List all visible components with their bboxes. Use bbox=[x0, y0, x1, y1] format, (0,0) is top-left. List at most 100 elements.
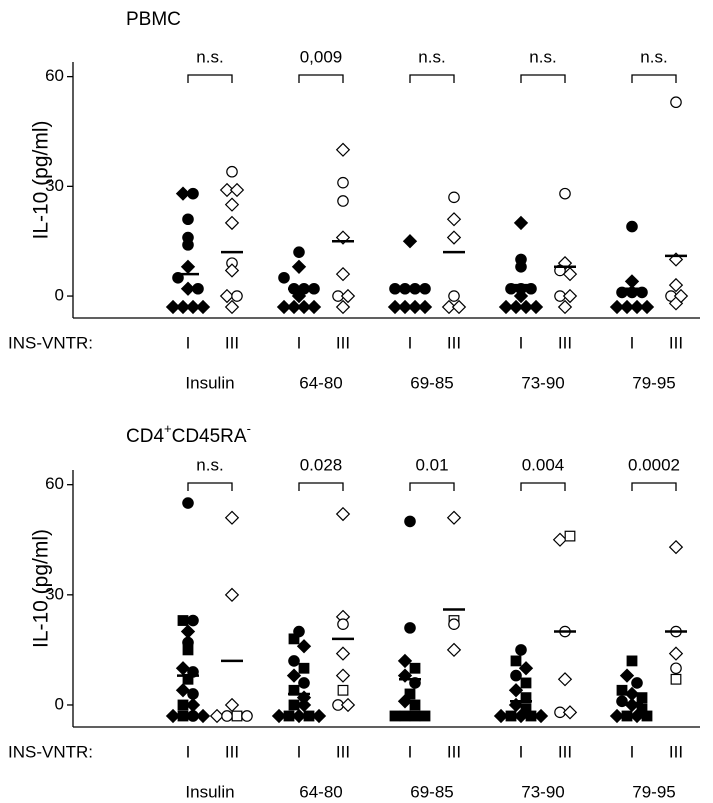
group-label: 69-85 bbox=[410, 373, 453, 392]
group-label: Insulin bbox=[185, 782, 234, 801]
column-label: I bbox=[408, 333, 413, 352]
column-label: I bbox=[519, 742, 524, 761]
column-label: III bbox=[447, 333, 461, 352]
y-tick-label: 0 bbox=[55, 694, 64, 713]
bracket bbox=[298, 482, 344, 491]
point bbox=[389, 282, 401, 295]
point bbox=[629, 299, 645, 315]
point bbox=[224, 215, 240, 231]
point bbox=[175, 186, 191, 201]
point bbox=[224, 510, 240, 525]
bracket bbox=[520, 74, 566, 83]
p-value: n.s. bbox=[196, 455, 223, 474]
column-label: I bbox=[519, 333, 524, 352]
point bbox=[224, 197, 240, 212]
point bbox=[311, 708, 327, 724]
point bbox=[446, 230, 462, 245]
point bbox=[182, 213, 194, 226]
point bbox=[670, 96, 682, 109]
point bbox=[562, 705, 578, 720]
point bbox=[288, 655, 300, 667]
point bbox=[177, 615, 189, 626]
point bbox=[513, 708, 529, 724]
p-value: 0.004 bbox=[522, 455, 565, 474]
y-tick-label: 60 bbox=[45, 66, 64, 85]
point bbox=[224, 697, 240, 713]
point bbox=[397, 299, 413, 315]
point bbox=[498, 299, 514, 315]
point bbox=[562, 266, 578, 282]
point bbox=[562, 288, 578, 304]
point bbox=[448, 290, 460, 302]
point bbox=[518, 299, 534, 315]
point bbox=[293, 246, 305, 258]
point bbox=[180, 624, 196, 639]
point bbox=[629, 708, 645, 724]
point bbox=[340, 288, 356, 304]
column-label: III bbox=[669, 333, 683, 352]
group-label: Insulin bbox=[185, 373, 234, 392]
point bbox=[286, 668, 302, 683]
point bbox=[404, 688, 416, 700]
point bbox=[510, 669, 522, 682]
point bbox=[175, 683, 191, 698]
point bbox=[231, 710, 243, 722]
point bbox=[619, 299, 635, 315]
point bbox=[335, 299, 351, 315]
point bbox=[404, 622, 416, 634]
point bbox=[564, 530, 576, 542]
p-value: 0.0002 bbox=[628, 455, 680, 474]
group-label: 79-95 bbox=[632, 782, 675, 801]
column-label: III bbox=[558, 742, 572, 761]
p-value: 0.01 bbox=[415, 455, 448, 474]
p-value: n.s. bbox=[196, 47, 223, 66]
bracket bbox=[520, 482, 566, 491]
point bbox=[278, 271, 290, 284]
column-label: III bbox=[558, 333, 572, 352]
point bbox=[446, 510, 462, 525]
point bbox=[641, 710, 653, 722]
point bbox=[226, 165, 238, 178]
point bbox=[670, 673, 682, 685]
bracket bbox=[631, 74, 677, 83]
point bbox=[407, 299, 423, 315]
point bbox=[493, 708, 509, 724]
point bbox=[335, 506, 351, 522]
point bbox=[271, 708, 287, 724]
column-label: III bbox=[225, 333, 239, 352]
point bbox=[409, 699, 421, 711]
p-value: 0,009 bbox=[300, 47, 343, 66]
column-label: III bbox=[447, 742, 461, 761]
point bbox=[231, 290, 243, 302]
point bbox=[185, 697, 201, 713]
column-label: I bbox=[186, 742, 191, 761]
point bbox=[636, 692, 648, 704]
point bbox=[409, 710, 421, 722]
point bbox=[508, 299, 524, 315]
point bbox=[296, 299, 312, 315]
point bbox=[187, 614, 199, 627]
point bbox=[528, 299, 544, 315]
point bbox=[446, 642, 462, 658]
point bbox=[626, 655, 638, 667]
column-label: I bbox=[297, 333, 302, 352]
point bbox=[609, 708, 625, 724]
point bbox=[298, 662, 310, 674]
point bbox=[448, 191, 460, 204]
point bbox=[557, 299, 573, 315]
point bbox=[177, 710, 189, 722]
p-value: 0.028 bbox=[300, 455, 343, 474]
point bbox=[446, 212, 462, 227]
y-tick-label: 60 bbox=[45, 474, 64, 493]
group-label: 73-90 bbox=[521, 782, 564, 801]
row-label: INS-VNTR: bbox=[8, 333, 93, 352]
point bbox=[195, 708, 211, 724]
point bbox=[180, 259, 196, 274]
point bbox=[417, 299, 433, 315]
point bbox=[288, 633, 300, 645]
point bbox=[298, 677, 310, 689]
point bbox=[337, 684, 349, 696]
point bbox=[308, 282, 320, 295]
title-part: + bbox=[164, 421, 172, 436]
